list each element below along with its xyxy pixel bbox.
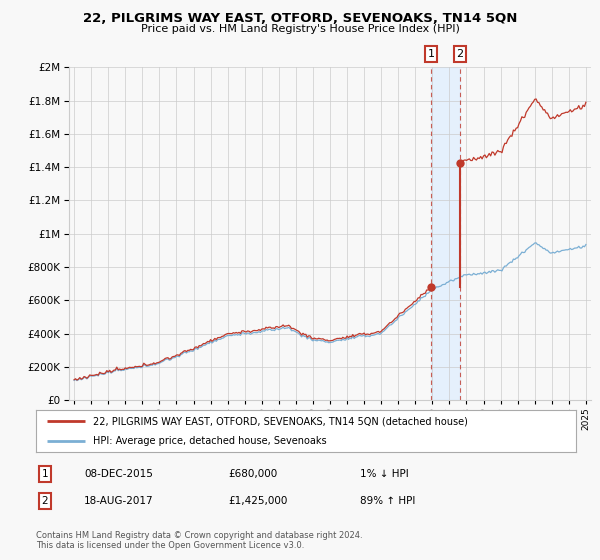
Text: 1: 1: [427, 49, 434, 59]
Text: Price paid vs. HM Land Registry's House Price Index (HPI): Price paid vs. HM Land Registry's House …: [140, 24, 460, 34]
Text: HPI: Average price, detached house, Sevenoaks: HPI: Average price, detached house, Seve…: [92, 436, 326, 446]
Text: 22, PILGRIMS WAY EAST, OTFORD, SEVENOAKS, TN14 5QN (detached house): 22, PILGRIMS WAY EAST, OTFORD, SEVENOAKS…: [92, 416, 467, 426]
Text: 08-DEC-2015: 08-DEC-2015: [84, 469, 153, 479]
Text: £1,425,000: £1,425,000: [228, 496, 287, 506]
Text: 1% ↓ HPI: 1% ↓ HPI: [360, 469, 409, 479]
Text: Contains HM Land Registry data © Crown copyright and database right 2024.
This d: Contains HM Land Registry data © Crown c…: [36, 530, 362, 550]
Text: 89% ↑ HPI: 89% ↑ HPI: [360, 496, 415, 506]
Text: 2: 2: [41, 496, 49, 506]
Bar: [431, 67, 460, 400]
Text: 1: 1: [41, 469, 49, 479]
Text: 22, PILGRIMS WAY EAST, OTFORD, SEVENOAKS, TN14 5QN: 22, PILGRIMS WAY EAST, OTFORD, SEVENOAKS…: [83, 12, 517, 25]
Text: £680,000: £680,000: [228, 469, 277, 479]
Text: 18-AUG-2017: 18-AUG-2017: [84, 496, 154, 506]
Text: 2: 2: [457, 49, 464, 59]
